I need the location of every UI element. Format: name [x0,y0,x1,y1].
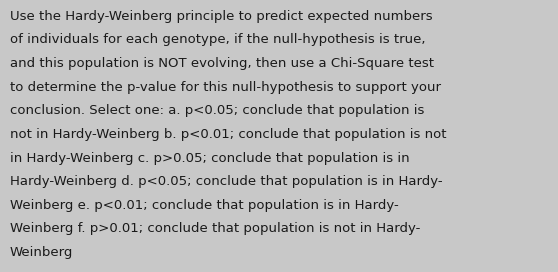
Text: to determine the p-value for this null-hypothesis to support your: to determine the p-value for this null-h… [10,81,441,94]
Text: in Hardy-Weinberg c. p>0.05; conclude that population is in: in Hardy-Weinberg c. p>0.05; conclude th… [10,152,410,165]
Text: Weinberg e. p<0.01; conclude that population is in Hardy-: Weinberg e. p<0.01; conclude that popula… [10,199,399,212]
Text: Use the Hardy-Weinberg principle to predict expected numbers: Use the Hardy-Weinberg principle to pred… [10,10,432,23]
Text: of individuals for each genotype, if the null-hypothesis is true,: of individuals for each genotype, if the… [10,33,426,46]
Text: not in Hardy-Weinberg b. p<0.01; conclude that population is not: not in Hardy-Weinberg b. p<0.01; conclud… [10,128,446,141]
Text: Hardy-Weinberg d. p<0.05; conclude that population is in Hardy-: Hardy-Weinberg d. p<0.05; conclude that … [10,175,442,188]
Text: and this population is NOT evolving, then use a Chi-Square test: and this population is NOT evolving, the… [10,57,434,70]
Text: conclusion. Select one: a. p<0.05; conclude that population is: conclusion. Select one: a. p<0.05; concl… [10,104,425,117]
Text: Weinberg: Weinberg [10,246,74,259]
Text: Weinberg f. p>0.01; conclude that population is not in Hardy-: Weinberg f. p>0.01; conclude that popula… [10,222,420,236]
